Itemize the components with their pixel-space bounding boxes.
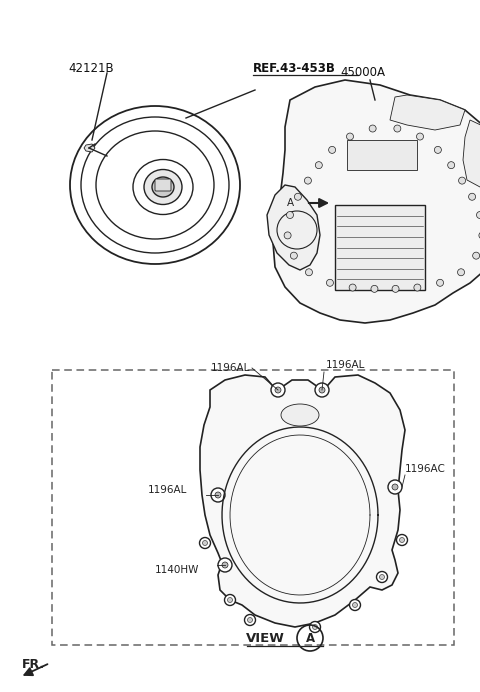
Circle shape	[369, 125, 376, 132]
Text: 1196AL: 1196AL	[211, 363, 250, 373]
Circle shape	[349, 599, 360, 610]
Text: FR.: FR.	[22, 659, 45, 671]
Polygon shape	[390, 95, 465, 130]
Circle shape	[399, 538, 405, 543]
Circle shape	[315, 383, 329, 397]
Circle shape	[211, 488, 225, 502]
Circle shape	[244, 614, 255, 626]
Circle shape	[371, 285, 378, 292]
Text: 1140HW: 1140HW	[155, 565, 199, 575]
Text: REF.43-453B: REF.43-453B	[253, 62, 336, 75]
Circle shape	[304, 177, 312, 184]
Text: A: A	[287, 198, 294, 208]
Circle shape	[352, 603, 358, 608]
Circle shape	[458, 177, 466, 184]
Circle shape	[284, 232, 291, 239]
Circle shape	[310, 621, 321, 632]
Circle shape	[417, 133, 423, 140]
Polygon shape	[463, 120, 480, 187]
Ellipse shape	[144, 170, 182, 205]
Circle shape	[312, 624, 317, 630]
Circle shape	[203, 540, 207, 545]
Circle shape	[396, 534, 408, 545]
Text: 1196AC: 1196AC	[405, 464, 446, 474]
Circle shape	[392, 484, 398, 490]
Polygon shape	[267, 185, 320, 270]
Circle shape	[200, 538, 211, 549]
Circle shape	[315, 162, 322, 169]
Circle shape	[468, 193, 476, 200]
Circle shape	[225, 594, 236, 606]
Circle shape	[215, 492, 221, 498]
Circle shape	[392, 285, 399, 292]
Polygon shape	[273, 80, 480, 323]
Circle shape	[347, 133, 353, 140]
Circle shape	[436, 280, 444, 286]
Circle shape	[319, 387, 325, 393]
Circle shape	[388, 480, 402, 494]
Circle shape	[326, 280, 334, 286]
Circle shape	[457, 268, 465, 275]
Text: VIEW: VIEW	[246, 632, 285, 644]
FancyBboxPatch shape	[347, 140, 417, 170]
FancyBboxPatch shape	[335, 205, 425, 290]
Circle shape	[218, 558, 232, 572]
Circle shape	[349, 284, 356, 291]
Text: 45000A: 45000A	[340, 66, 385, 78]
FancyBboxPatch shape	[155, 179, 171, 191]
Circle shape	[329, 147, 336, 154]
Text: 1196AL: 1196AL	[326, 360, 365, 370]
Circle shape	[248, 617, 252, 623]
Circle shape	[294, 193, 301, 200]
Circle shape	[228, 597, 232, 603]
Circle shape	[290, 252, 297, 260]
Ellipse shape	[281, 404, 319, 426]
Text: 1196AL: 1196AL	[148, 485, 187, 495]
Circle shape	[479, 232, 480, 239]
Circle shape	[275, 387, 281, 393]
Circle shape	[271, 383, 285, 397]
Circle shape	[414, 284, 421, 291]
Text: A: A	[305, 632, 314, 644]
Circle shape	[305, 268, 312, 275]
Circle shape	[434, 147, 442, 154]
Circle shape	[448, 162, 455, 169]
Circle shape	[376, 572, 387, 583]
Polygon shape	[84, 144, 95, 152]
Circle shape	[473, 252, 480, 260]
Circle shape	[380, 574, 384, 579]
Polygon shape	[200, 375, 405, 627]
Text: 42121B: 42121B	[68, 62, 114, 75]
Circle shape	[477, 212, 480, 219]
Circle shape	[222, 562, 228, 568]
Ellipse shape	[152, 177, 174, 197]
Circle shape	[394, 125, 401, 132]
Circle shape	[287, 212, 293, 219]
